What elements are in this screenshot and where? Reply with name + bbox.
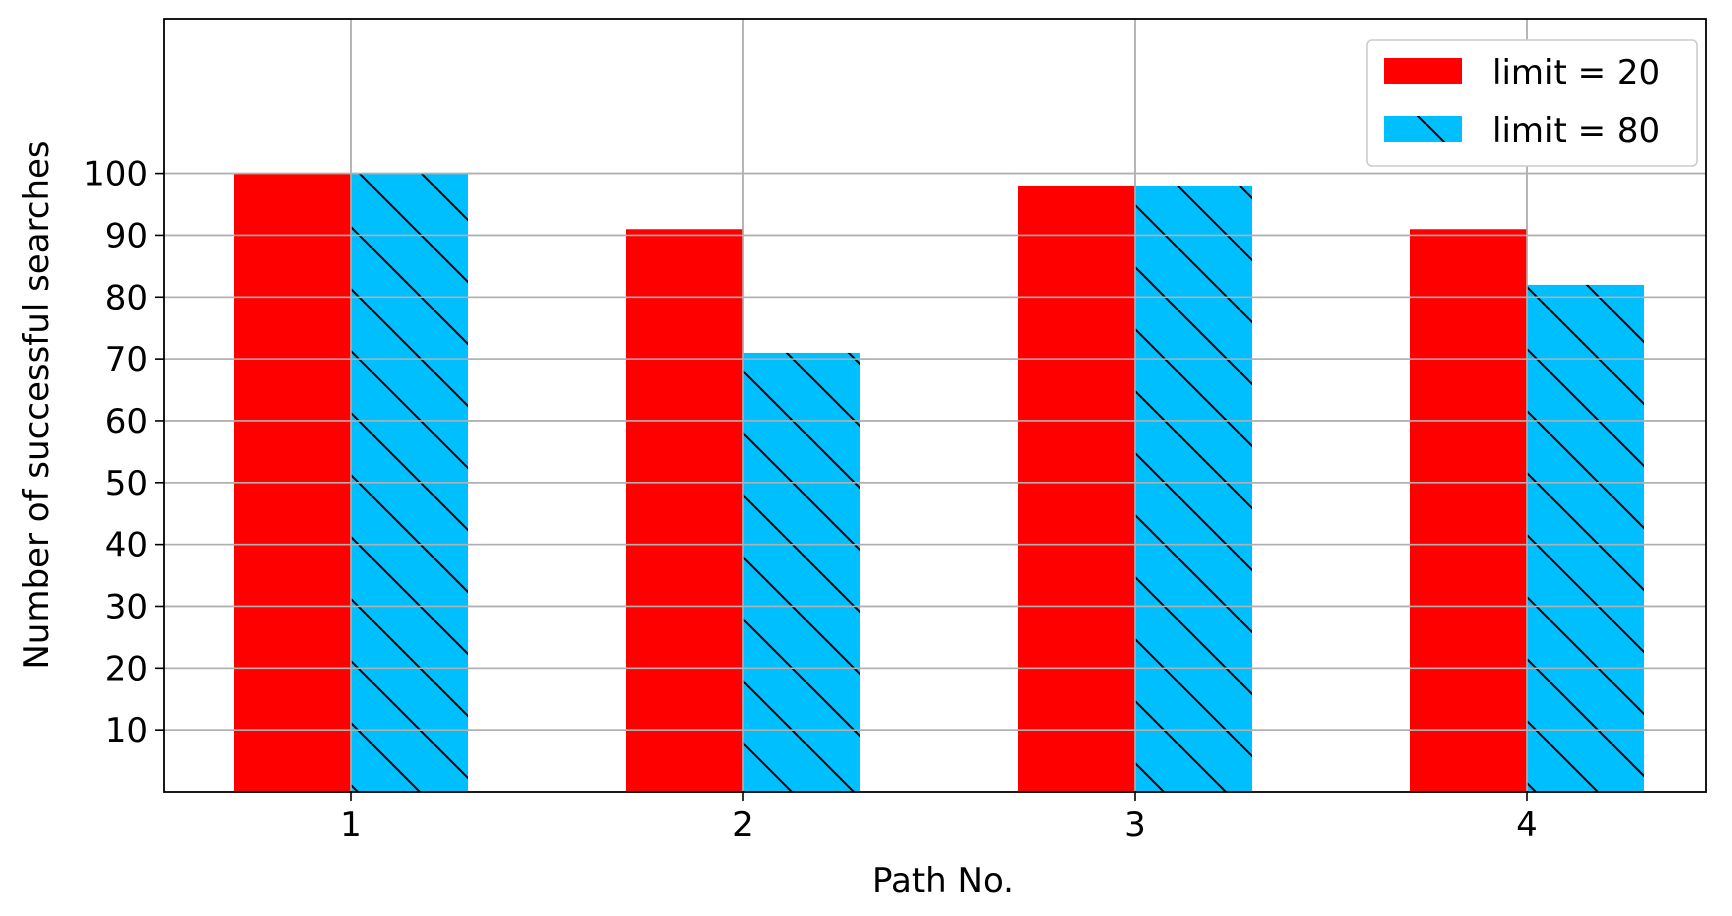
x-tick-label: 3	[1124, 805, 1146, 845]
y-tick-label: 20	[105, 649, 148, 689]
bar-series-1-path-4	[1410, 229, 1527, 793]
x-tick-label: 4	[1516, 805, 1538, 845]
x-axis-label: Path No.	[872, 861, 1014, 901]
y-tick-label: 60	[105, 402, 148, 442]
bar-series-1-path-3	[1018, 185, 1135, 792]
y-tick-label: 70	[105, 340, 148, 380]
bar-hatch-series-2-path-3	[1135, 185, 1252, 792]
y-tick-label: 100	[83, 155, 148, 195]
x-tick-label: 1	[340, 805, 362, 845]
y-tick-label: 50	[105, 464, 148, 504]
plot-frame	[163, 18, 1707, 793]
x-tick-label: 2	[732, 805, 754, 845]
legend-label-limit-20: limit = 20	[1492, 53, 1660, 93]
legend: limit = 20 limit = 80	[1366, 39, 1698, 167]
legend-swatch-limit-20	[1384, 58, 1462, 84]
legend-swatch-limit-80-hatch	[1384, 116, 1462, 142]
bar-hatch-series-2-path-4	[1527, 284, 1644, 792]
y-tick-label: 40	[105, 526, 148, 566]
y-tick-label: 10	[105, 711, 148, 751]
y-axis: 10 20 30 40 50 60 70 80 90 100	[83, 155, 164, 751]
bar-series-1-path-2	[626, 229, 743, 793]
y-axis-label: Number of successful searches	[17, 140, 57, 669]
legend-label-limit-80: limit = 80	[1492, 111, 1660, 151]
bar-hatch-series-2-path-2	[743, 352, 860, 792]
y-tick-label: 30	[105, 587, 148, 627]
x-axis: 1 2 3 4	[340, 792, 1538, 845]
y-tick-label: 90	[105, 216, 148, 256]
bars	[164, 19, 1706, 793]
y-tick-label: 80	[105, 278, 148, 318]
